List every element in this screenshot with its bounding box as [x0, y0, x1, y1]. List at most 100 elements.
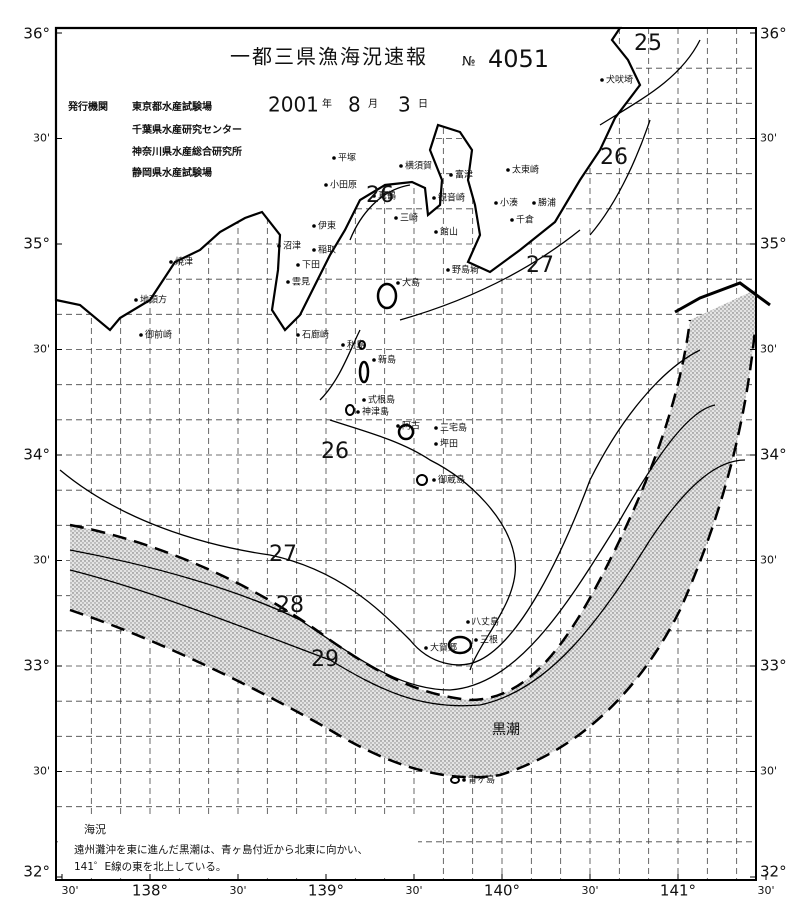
lat-label: 35°	[23, 235, 50, 253]
place-name: 下田	[302, 260, 320, 271]
lat-label: 33°	[760, 657, 787, 675]
place-name: 観音崎	[438, 192, 465, 204]
isotherm-label: 29	[311, 647, 339, 672]
isotherm-label: 25	[634, 31, 662, 56]
place-dot	[356, 410, 360, 414]
place-name: 八丈島	[472, 616, 499, 628]
place-name: 富津	[455, 169, 473, 181]
isotherm-label: 27	[526, 253, 554, 278]
isotherm-label: 26	[366, 183, 394, 208]
place-name: 雲見	[292, 277, 310, 288]
place-dot	[434, 230, 438, 234]
isotherm	[589, 119, 651, 236]
place-name: 小湊	[500, 197, 518, 209]
date-month: 8	[348, 93, 361, 117]
date-year-unit: 年	[322, 97, 332, 110]
lat-label: 30'	[33, 554, 50, 567]
bulletin-number: 4051	[488, 45, 549, 73]
place-name: 大島	[402, 277, 420, 289]
island	[397, 423, 415, 441]
lat-label: 36°	[760, 25, 787, 43]
island	[450, 776, 460, 784]
place-dot	[449, 173, 453, 177]
place-name: 式根島	[368, 394, 395, 406]
lat-label: 30'	[760, 132, 777, 145]
island	[358, 360, 370, 384]
place-dot	[394, 216, 398, 220]
place-dot	[506, 168, 510, 172]
place-name: 石廊崎	[302, 329, 329, 341]
place-name: 稲取	[318, 244, 336, 256]
isotherm-label: 26	[321, 439, 349, 464]
place-name: 野島埼	[452, 264, 479, 276]
map-frame	[55, 27, 757, 881]
kuroshio-north-edge	[69, 319, 692, 702]
place-dot	[324, 183, 328, 187]
place-dot	[434, 426, 438, 430]
place-dot	[446, 268, 450, 272]
place-name: 御蔵島	[438, 474, 465, 486]
lat-label: 32°	[23, 863, 50, 881]
notes-box	[58, 818, 418, 878]
place-name: 犬吠埼	[606, 74, 633, 86]
issuer: 神奈川県水産総合研究所	[132, 145, 242, 158]
place-dot	[510, 218, 514, 222]
isotherm	[599, 39, 701, 126]
island	[358, 340, 366, 350]
kuroshio-south-edge	[69, 329, 757, 779]
isotherm	[319, 329, 517, 671]
lat-label: 30'	[33, 343, 50, 356]
isotherm-label: 26	[600, 145, 628, 170]
lat-label: 30'	[760, 554, 777, 567]
place-name: 太東崎	[512, 164, 539, 176]
place-dot	[312, 248, 316, 252]
lon-label: 141°	[660, 882, 696, 900]
lon-label: 30'	[61, 884, 78, 897]
date-year: 2001	[268, 93, 319, 117]
lon-label: 138°	[132, 882, 168, 900]
place-name: 利島	[347, 339, 365, 351]
place-name: 地頭方	[140, 294, 167, 306]
place-dot	[432, 478, 436, 482]
notes-line: 141゜E線の東を北上している。	[74, 860, 226, 873]
lat-label: 33°	[23, 657, 50, 675]
isotherm	[349, 184, 411, 241]
isotherm	[59, 349, 701, 666]
current-label: 黒潮	[492, 722, 520, 738]
place-name: 館山	[440, 226, 458, 238]
number-mark: №	[462, 55, 476, 70]
place-dot	[462, 778, 466, 782]
place-dot	[434, 442, 438, 446]
place-name: 三宅島	[440, 422, 467, 434]
place-dot	[332, 156, 336, 160]
place-name: 勝浦	[538, 197, 556, 209]
island	[376, 282, 398, 310]
place-dot	[139, 333, 143, 337]
place-name: 横須賀	[405, 160, 432, 172]
place-dot	[134, 298, 138, 302]
place-dot	[396, 424, 400, 428]
place-name: 神津島	[362, 406, 389, 418]
place-name: 沼津	[283, 241, 301, 252]
lat-label: 30'	[33, 132, 50, 145]
lon-label: 30'	[757, 884, 774, 897]
place-name: 小田原	[330, 180, 357, 191]
lat-label: 34°	[760, 446, 787, 464]
place-name: 焼津	[175, 257, 193, 268]
date-month-unit: 月	[368, 98, 378, 110]
lat-label: 30'	[33, 765, 50, 778]
place-dot	[372, 358, 376, 362]
place-dot	[466, 620, 470, 624]
kuroshio-band	[70, 290, 755, 778]
place-dot	[277, 244, 281, 248]
place-dot	[169, 260, 173, 264]
place-name: 大賀郷	[430, 642, 457, 654]
place-name: 伊東	[318, 220, 336, 232]
place-dot	[312, 224, 316, 228]
place-dot	[600, 78, 604, 82]
place-dot	[396, 281, 400, 285]
island	[345, 404, 355, 416]
isotherm	[399, 229, 581, 321]
